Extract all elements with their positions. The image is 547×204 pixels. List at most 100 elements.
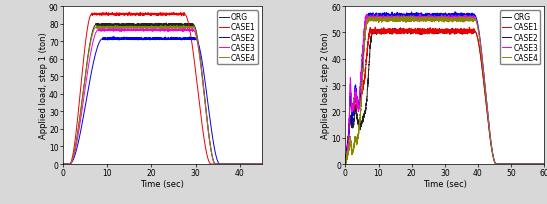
ORG [447,29,454,32]
CASE2 [541,163,547,165]
CASE2 [533,163,539,165]
ORG [541,163,547,165]
CASE2 [233,163,240,165]
CASE4 [255,163,261,165]
CASE1 [126,12,132,14]
ORG [533,163,539,165]
CASE1 [372,27,379,29]
CASE2 [374,13,380,16]
ORG [493,163,499,165]
CASE4 [342,163,349,165]
CASE1 [342,163,348,165]
ORG [94,26,101,28]
CASE4 [462,20,468,22]
CASE2 [110,36,117,39]
CASE2 [462,15,468,18]
Legend: ORG, CASE1, CASE2, CASE3, CASE4: ORG, CASE1, CASE2, CASE3, CASE4 [217,11,258,65]
CASE3 [144,30,151,32]
ORG [259,163,265,165]
CASE2 [136,38,143,41]
Y-axis label: Applied load, step 2 (ton): Applied load, step 2 (ton) [321,33,330,139]
CASE4 [533,163,539,165]
ORG [233,163,240,165]
CASE4 [82,74,89,76]
CASE1 [377,31,383,33]
CASE2 [255,163,261,165]
Legend: ORG, CASE1, CASE2, CASE3, CASE4: ORG, CASE1, CASE2, CASE3, CASE4 [499,11,540,65]
Line: CASE1: CASE1 [63,13,262,164]
ORG [472,31,479,34]
Line: ORG: ORG [63,24,262,164]
CASE3 [480,74,487,76]
CASE1 [462,30,469,32]
CASE4 [439,15,445,17]
CASE3 [255,163,261,165]
Y-axis label: Applied load, step 1 (ton): Applied load, step 1 (ton) [39,33,48,139]
ORG [397,28,404,30]
CASE2 [144,39,151,41]
CASE3 [375,14,381,16]
CASE3 [94,30,101,32]
CASE1 [60,163,66,165]
CASE3 [233,163,240,165]
CASE1 [259,163,265,165]
CASE3 [374,19,380,21]
CASE3 [541,163,547,165]
CASE1 [94,14,101,17]
ORG [480,82,487,84]
CASE2 [480,72,487,74]
CASE1 [472,31,479,34]
ORG [60,163,66,165]
CASE4 [447,19,453,21]
CASE1 [447,29,454,32]
CASE2 [452,11,458,14]
CASE4 [259,163,265,165]
ORG [342,161,348,163]
CASE1 [342,161,348,163]
CASE4 [136,26,142,28]
CASE1 [144,14,151,17]
X-axis label: Time (sec): Time (sec) [141,179,184,188]
CASE2 [82,104,89,106]
ORG [82,72,89,74]
Line: CASE3: CASE3 [63,29,262,164]
CASE3 [136,29,142,32]
CASE4 [144,27,151,29]
CASE4 [167,25,174,28]
CASE3 [342,163,349,165]
CASE4 [374,18,380,21]
CASE1 [533,163,539,165]
CASE4 [541,163,547,165]
Line: CASE2: CASE2 [63,37,262,164]
CASE3 [60,163,66,165]
CASE3 [472,18,479,21]
Line: CASE1: CASE1 [345,28,544,164]
CASE4 [233,163,240,165]
CASE2 [446,14,453,17]
ORG [136,24,142,27]
Line: CASE3: CASE3 [345,15,544,164]
ORG [144,23,151,26]
CASE4 [60,163,66,165]
CASE3 [447,19,453,21]
CASE1 [82,41,89,44]
CASE1 [136,13,143,16]
X-axis label: Time (sec): Time (sec) [423,179,467,188]
CASE2 [60,163,66,165]
CASE4 [472,20,479,22]
CASE2 [94,47,101,49]
ORG [376,30,383,33]
CASE1 [541,163,547,165]
CASE4 [480,75,487,77]
CASE1 [480,82,487,84]
CASE1 [233,163,240,165]
CASE3 [462,18,468,21]
ORG [255,163,261,165]
CASE3 [139,28,146,30]
CASE3 [82,84,89,87]
CASE3 [342,161,348,163]
CASE1 [255,163,261,165]
CASE3 [533,163,539,165]
ORG [462,29,468,32]
CASE2 [342,163,348,165]
